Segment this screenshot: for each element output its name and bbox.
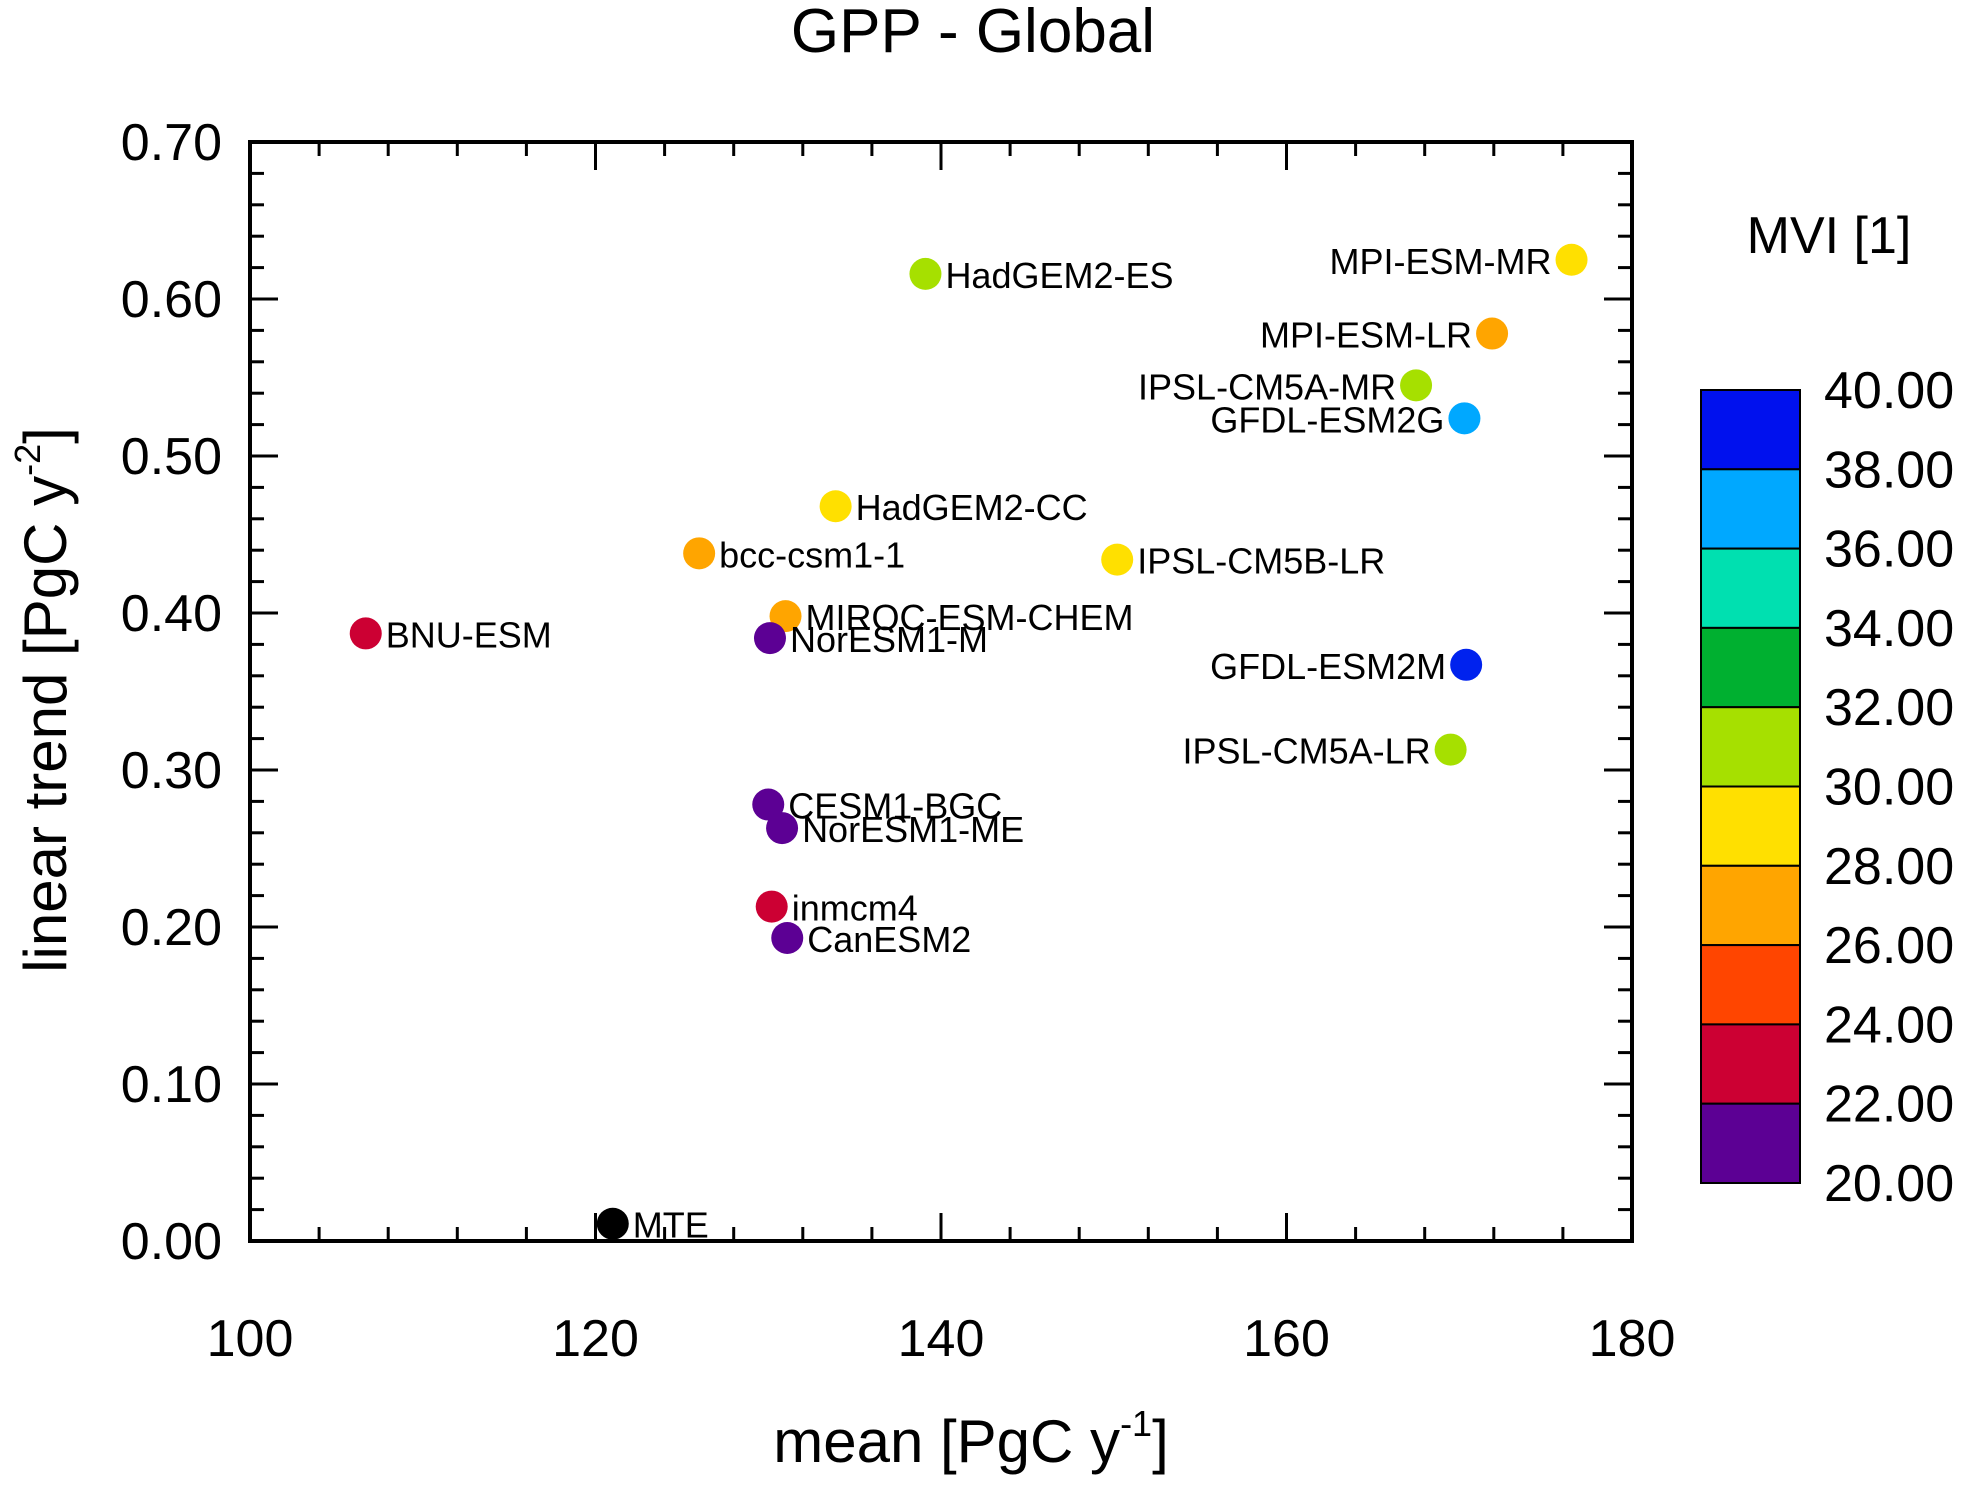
data-point <box>1476 317 1509 350</box>
data-point-label: MIROC-ESM-CHEM <box>806 597 1134 638</box>
data-point <box>1101 543 1134 576</box>
colorbar-tick-label: 32.00 <box>1824 679 1954 737</box>
data-point-label: NorESM1-M <box>790 619 988 660</box>
x-tick-label: 120 <box>552 1310 639 1368</box>
colorbar-tick-label: 34.00 <box>1824 600 1954 658</box>
colorbar-tick-label: 22.00 <box>1824 1076 1954 1134</box>
colorbar-tick-label: 40.00 <box>1824 362 1954 420</box>
colorbar-box <box>1700 1102 1801 1184</box>
colorbar-box <box>1700 626 1801 709</box>
y-axis-label-text: linear trend [PgC y <box>12 476 79 973</box>
chart-title: GPP - Global <box>791 0 1155 66</box>
data-point <box>755 890 788 923</box>
colorbar-tick-label: 20.00 <box>1824 1155 1954 1213</box>
data-point-label: NorESM1-ME <box>802 809 1024 850</box>
svg-text:mean [PgC y-1]: mean [PgC y-1] <box>773 1403 1169 1475</box>
data-point <box>1448 402 1481 435</box>
data-point-label: inmcm4 <box>792 888 918 929</box>
data-point-label: CESM1-BGC <box>788 786 1002 827</box>
colorbar-box <box>1700 547 1801 629</box>
data-point <box>909 257 942 290</box>
y-tick-label: 0.10 <box>121 1056 222 1114</box>
colorbar-tick-label: 36.00 <box>1824 521 1954 579</box>
colorbar-tick-label: 26.00 <box>1824 917 1954 975</box>
svg-text:linear trend [PgC y-2]: linear trend [PgC y-2] <box>7 427 79 973</box>
data-point <box>753 622 786 655</box>
data-point-label: MTE <box>633 1205 709 1246</box>
colorbar-box <box>1700 468 1801 550</box>
data-point-label: GFDL-ESM2M <box>1210 646 1446 687</box>
data-point-label: GFDL-ESM2G <box>1210 399 1444 440</box>
data-point-label: MPI-ESM-MR <box>1330 241 1552 282</box>
data-point <box>1400 369 1433 402</box>
data-point-label: bcc-csm1-1 <box>719 534 905 575</box>
x-axis-label-end: ] <box>1152 1408 1169 1475</box>
data-point <box>349 617 382 650</box>
colorbar-box <box>1700 785 1801 867</box>
y-tick-label: 0.20 <box>121 899 222 957</box>
y-tick-label: 0.50 <box>121 428 222 486</box>
data-point <box>752 788 785 821</box>
data-point-label: IPSL-CM5A-LR <box>1183 731 1431 772</box>
x-axis-label-sup: -1 <box>1120 1403 1152 1444</box>
data-point <box>1555 243 1588 276</box>
data-point-label: BNU-ESM <box>386 614 552 655</box>
data-point <box>683 537 716 570</box>
x-axis-label-text: mean [PgC y <box>773 1408 1120 1475</box>
colorbar-title: MVI [1] <box>1747 207 1912 265</box>
x-tick-label: 160 <box>1243 1310 1330 1368</box>
y-tick-label: 0.00 <box>121 1213 222 1271</box>
data-point <box>819 490 852 523</box>
plot-frame <box>248 140 1634 1243</box>
colorbar: 40.00 38.00 36.00 34.00 32.00 30.00 28.00 26.00… <box>1700 362 1954 1213</box>
colorbar-tick-label: 28.00 <box>1824 838 1954 896</box>
y-tick-label: 0.70 <box>121 114 222 172</box>
colorbar-tick-label: 30.00 <box>1824 759 1954 817</box>
colorbar-box <box>1700 389 1801 471</box>
data-point-label: MPI-ESM-LR <box>1260 315 1472 356</box>
data-point-label: HadGEM2-CC <box>856 487 1088 528</box>
data-point <box>596 1207 629 1240</box>
data-points: HadGEM2-ES MPI-ESM-MR MPI-ESM-LR IPSL-CM5A-… <box>349 241 1588 1246</box>
x-tick-label: 180 <box>1589 1310 1676 1368</box>
data-point <box>1434 733 1467 766</box>
colorbar-box <box>1700 944 1801 1026</box>
y-axis-label: linear trend [PgC y-2] <box>7 427 79 973</box>
data-point-label: IPSL-CM5B-LR <box>1137 541 1385 582</box>
data-point-label: HadGEM2-ES <box>945 255 1173 296</box>
x-axis-label: mean [PgC y-1] <box>773 1403 1169 1475</box>
data-point <box>1450 648 1483 681</box>
colorbar-tick-label: 38.00 <box>1824 441 1954 499</box>
y-tick-label: 0.40 <box>121 585 222 643</box>
x-tick-label: 140 <box>898 1310 985 1368</box>
y-tick-label: 0.60 <box>121 271 222 329</box>
data-point-label: IPSL-CM5A-MR <box>1138 366 1396 407</box>
y-axis-label-end: ] <box>12 427 79 444</box>
colorbar-tick-label: 24.00 <box>1824 996 1954 1054</box>
y-axis-label-sup: -2 <box>7 444 48 476</box>
y-tick-label: 0.30 <box>121 742 222 800</box>
data-point <box>771 921 804 954</box>
colorbar-box <box>1700 706 1801 788</box>
colorbar-box <box>1700 1023 1801 1105</box>
axis-ticks: 100 120 140 160 180 0.00 0.10 0.20 0.30 0.40 0.50 0… <box>121 114 1676 1368</box>
x-tick-label: 100 <box>207 1310 294 1368</box>
colorbar-box <box>1700 864 1801 947</box>
data-point-label: CanESM2 <box>807 919 971 960</box>
data-point <box>766 812 799 845</box>
